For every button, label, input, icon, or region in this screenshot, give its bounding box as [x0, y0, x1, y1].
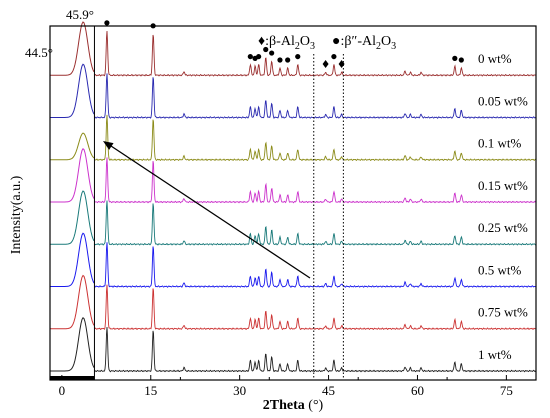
series-label: 0.15 wt% [478, 178, 528, 193]
beta-double-prime-marker [295, 53, 301, 60]
angle-label-top: 45.9° [66, 7, 94, 22]
main-plot [50, 26, 537, 380]
peak-markers [104, 20, 464, 68]
series-line [94, 73, 537, 119]
x-tick-label: 30 [233, 383, 246, 398]
beta-double-prime-marker [104, 20, 110, 26]
x-tick-label: 60 [411, 383, 424, 398]
inset-bar [50, 376, 95, 380]
beta-double-prime-marker [269, 50, 275, 56]
angle-label-side: 44.5° [25, 45, 53, 60]
series-line [94, 114, 537, 162]
beta-marker [322, 60, 329, 68]
series-label: 0.05 wt% [478, 93, 528, 108]
beta-double-prime-marker [285, 57, 291, 63]
beta-double-prime-marker [277, 57, 283, 63]
series-label: 0.5 wt% [478, 262, 522, 277]
series-line [94, 284, 537, 331]
inset-panel [50, 21, 95, 372]
inset-trace [50, 274, 95, 330]
x-tick-label: 15 [144, 383, 157, 398]
beta-double-prime-marker [150, 23, 156, 29]
arrow-shaft [110, 145, 311, 279]
series-label: 0 wt% [478, 51, 512, 66]
inset-trace [50, 132, 95, 161]
series-line [94, 200, 537, 246]
inset-trace [50, 317, 95, 372]
series-line [94, 157, 537, 204]
series-labels: 0 wt% 0.05 wt% 0.1 wt% 0.15 wt% 0.25 wt% 0.5 … [478, 51, 528, 362]
series-line [94, 30, 536, 77]
y-axis-title: Intensity(a.u.) [9, 175, 24, 254]
beta-double-prime-marker [452, 55, 458, 61]
beta-double-prime-marker [263, 46, 269, 53]
beta-double-prime-marker [256, 53, 262, 60]
dotted-region [313, 54, 344, 380]
inset-trace [50, 190, 95, 245]
legend-beta-double-prime: ●:β″-Al2O3 [332, 34, 396, 52]
diamond-icon: ♦ [258, 34, 265, 49]
series-line [94, 242, 537, 288]
inset-trace [50, 63, 95, 118]
x-tick-label: 45 [322, 383, 335, 398]
inset-trace [50, 21, 95, 76]
dot-icon: ● [332, 34, 340, 49]
trend-arrow [103, 141, 311, 279]
x-axis-title: 2Theta (°) [263, 398, 324, 413]
series-label: 0.75 wt% [478, 305, 528, 320]
x-tick-label: 0 [59, 383, 66, 398]
beta-double-prime-marker [331, 53, 337, 60]
inset-trace [50, 232, 95, 287]
legend-beta: ♦:β-Al2O3 [258, 34, 315, 52]
x-tick-label: 75 [500, 383, 513, 398]
series-line [94, 326, 537, 373]
series-label: 0.1 wt% [478, 136, 522, 151]
arrow-head-icon [103, 141, 114, 150]
beta-double-prime-marker [458, 57, 464, 63]
plot-frame [49, 25, 537, 381]
beta-double-prime-marker [247, 53, 253, 60]
inset-trace [50, 148, 95, 203]
beta-marker [338, 60, 345, 68]
x-ticks: 0 15 30 45 60 75 [59, 375, 513, 398]
series-label: 1 wt% [478, 347, 512, 362]
series-label: 0.25 wt% [478, 220, 528, 235]
